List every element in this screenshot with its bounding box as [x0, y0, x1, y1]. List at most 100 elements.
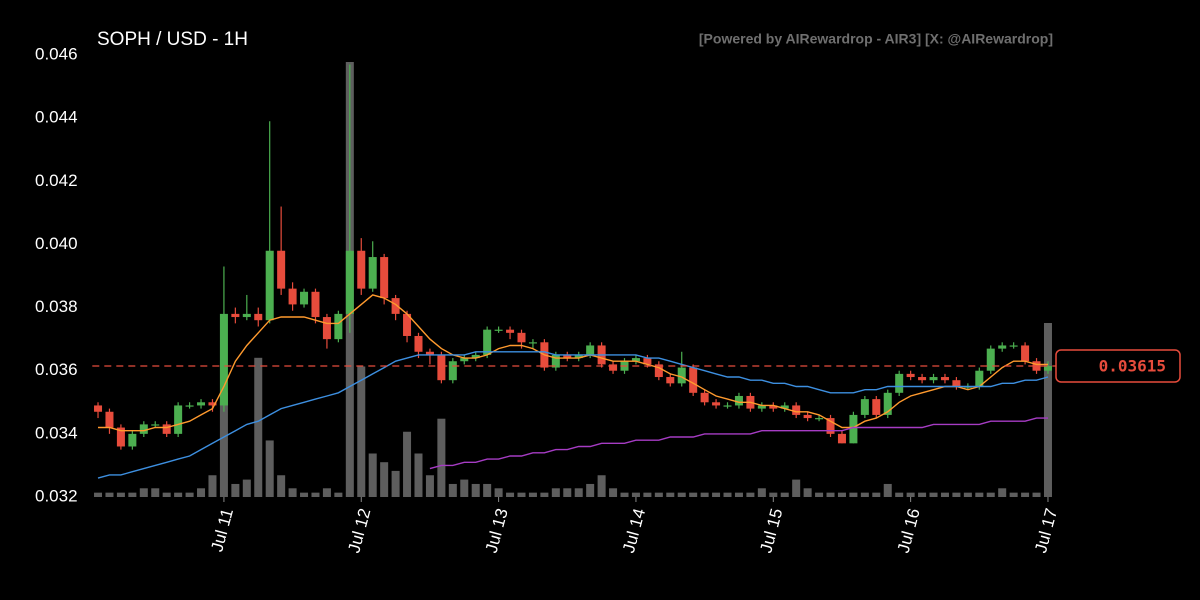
candle-body: [105, 411, 114, 428]
volume-bar: [528, 492, 537, 497]
candle-body: [872, 399, 881, 415]
volume-bar: [586, 483, 595, 497]
volume-bar: [872, 492, 881, 497]
candle-body: [631, 358, 640, 362]
volume-bar: [265, 440, 274, 497]
volume-bar: [368, 453, 377, 497]
volume-bar: [746, 492, 755, 497]
chart-title: SOPH / USD - 1H: [97, 29, 248, 50]
volume-bar: [288, 488, 297, 497]
volume-bar: [242, 479, 251, 497]
volume-bar: [116, 492, 125, 497]
candle-body: [998, 345, 1007, 349]
candle-body: [906, 373, 915, 378]
candle-body: [551, 354, 560, 368]
volume-bar: [219, 392, 228, 497]
candle-body: [883, 392, 892, 415]
volume-bar: [403, 431, 412, 497]
candle-body: [219, 313, 228, 406]
volume-bar: [803, 488, 812, 497]
candle-body: [151, 424, 160, 426]
moving-average: [97, 351, 1049, 479]
candle-body: [288, 288, 297, 305]
candle-body: [803, 414, 812, 419]
candle-body: [837, 433, 846, 444]
volume-bar: [311, 492, 320, 497]
candle-body: [574, 354, 583, 359]
candle-body: [460, 358, 469, 362]
volume-bar: [609, 488, 618, 497]
candle-body: [380, 257, 389, 299]
volume-bar: [94, 492, 103, 497]
candle-body: [769, 405, 778, 409]
candle-body: [689, 367, 698, 393]
candle-body: [494, 329, 503, 331]
volume-bar: [929, 492, 938, 497]
volume-bar: [231, 483, 240, 497]
candle-body: [483, 329, 492, 355]
candle-body: [174, 405, 183, 434]
candle-body: [975, 370, 984, 387]
candle-body: [654, 364, 663, 378]
volume-bar: [494, 488, 503, 497]
volume-bar: [998, 488, 1007, 497]
volume-bar: [277, 475, 286, 497]
candle-body: [506, 329, 515, 333]
candle-body: [242, 313, 251, 318]
volume-bar: [1021, 492, 1030, 497]
volume-bar: [540, 492, 549, 497]
candle-body: [448, 361, 457, 381]
volume-bar: [380, 462, 389, 497]
candle-body: [162, 424, 171, 434]
volume-bar: [139, 488, 148, 497]
volume-bar: [517, 492, 526, 497]
volume-bar: [197, 488, 206, 497]
y-tick-label: 0.044: [35, 108, 78, 127]
volume-bar: [826, 492, 835, 497]
volume-bar: [723, 492, 732, 497]
volume-bar: [254, 357, 263, 497]
volume-bar: [952, 492, 961, 497]
candle-body: [357, 250, 366, 289]
candle-body: [197, 402, 206, 406]
volume-bar: [574, 488, 583, 497]
candle-body: [609, 364, 618, 371]
candle-body: [712, 402, 721, 406]
volume-bar: [792, 479, 801, 497]
volume-bar: [437, 418, 446, 497]
candle-body: [334, 313, 343, 340]
candle-body: [437, 354, 446, 381]
volume-bar: [677, 492, 686, 497]
candle-body: [322, 317, 331, 340]
volume-bar: [128, 492, 137, 497]
candle-body: [643, 358, 652, 365]
y-tick-label: 0.036: [35, 360, 78, 379]
volume-bar: [895, 492, 904, 497]
last-price-label: 0.03615: [1099, 356, 1166, 375]
volume-bar: [300, 492, 309, 497]
moving-average: [98, 294, 1048, 432]
volume-bar: [963, 492, 972, 497]
candle-body: [231, 313, 240, 318]
candle-body: [666, 377, 675, 384]
volume-bar: [975, 492, 984, 497]
volume-bar: [391, 470, 400, 497]
candle-body: [1043, 365, 1052, 371]
volume-bar: [174, 492, 183, 497]
candle-body: [1009, 345, 1018, 347]
volume-bar: [906, 492, 915, 497]
candle-body: [391, 298, 400, 314]
candle-body: [677, 367, 686, 384]
y-tick-label: 0.032: [35, 486, 78, 505]
volume-bar: [631, 492, 640, 497]
volume-bar: [780, 492, 789, 497]
candle-body: [757, 405, 766, 409]
volume-bar: [162, 492, 171, 497]
volume-bar: [506, 492, 515, 497]
volume-bar: [986, 492, 995, 497]
volume-bar: [208, 475, 217, 497]
candle-body: [780, 405, 789, 409]
volume-bar: [334, 492, 343, 497]
volume-bar: [425, 475, 434, 497]
last-price-box: [1055, 349, 1181, 383]
